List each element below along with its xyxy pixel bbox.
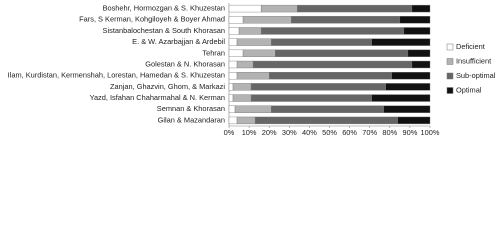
y-tick-label: Tehran <box>202 48 225 57</box>
bar-segment <box>228 49 244 57</box>
bar-segment <box>371 38 431 46</box>
bar-segment <box>228 60 238 69</box>
x-tick-label: 0% <box>224 128 235 137</box>
bar-segment <box>228 38 238 46</box>
bar-segment <box>269 72 393 80</box>
bar-segment <box>411 4 431 13</box>
y-tick-label: Yazd, Isfahan Chaharmahal & N. Kerman <box>90 93 225 102</box>
bar-segment <box>371 94 431 102</box>
bar-segment <box>228 4 262 13</box>
x-tick-label: 100% <box>421 128 440 137</box>
legend-swatch <box>446 43 454 51</box>
x-tick-label: 90% <box>403 128 418 137</box>
bar-segment <box>234 105 272 113</box>
legend-label: Deficient <box>456 42 485 51</box>
bar-segment <box>228 16 244 24</box>
bar-segment <box>297 4 413 13</box>
bar-segment <box>275 49 409 57</box>
x-tick-label: 70% <box>362 128 377 137</box>
bar-segment <box>228 27 240 35</box>
bar-segment <box>228 105 236 113</box>
y-tick-label: Boshehr, Hormozgan & S. Khuzestan <box>103 4 225 13</box>
x-tick-label: 60% <box>342 128 357 137</box>
bar-segment <box>260 4 298 13</box>
x-tick-label: 30% <box>282 128 297 137</box>
bar-segment <box>238 27 262 35</box>
bar-segment <box>254 116 399 125</box>
bar-segment <box>407 49 431 57</box>
x-tick-label: 20% <box>262 128 277 137</box>
legend-swatch <box>446 58 454 65</box>
y-tick-label: Golestan & N. Khorasan <box>145 59 225 68</box>
bar-segment <box>260 27 405 35</box>
legend-swatch <box>446 87 454 94</box>
bar-segment <box>236 72 270 80</box>
bar-segment <box>399 16 431 24</box>
x-tick-label: 10% <box>242 128 257 137</box>
x-tick-label: 50% <box>322 128 337 137</box>
bar-segment <box>411 60 431 69</box>
bar-segment <box>250 83 386 91</box>
y-tick-label: Sistanbalochestan & South Khorasan <box>103 26 225 35</box>
bar-segment <box>383 105 431 113</box>
legend-label: Optimal <box>456 85 482 94</box>
legend-swatch <box>446 72 454 80</box>
bar-segment <box>236 60 254 69</box>
bar-segment <box>232 83 252 91</box>
y-tick-label: Gilan & Mazandaran <box>158 115 225 124</box>
bar-segment <box>403 27 431 35</box>
bar-segment <box>271 105 384 113</box>
bar-segment <box>397 116 431 125</box>
bar-segment <box>242 49 276 57</box>
legend-label: Sub-optimal <box>456 71 496 80</box>
bar-segment <box>291 16 401 24</box>
bar-segment <box>232 94 252 102</box>
bar-segment <box>236 38 272 46</box>
bar-segment <box>228 83 234 91</box>
bar-segment <box>242 16 292 24</box>
y-tick-label: Zanjan, Ghazvin, Ghom, & Markazi <box>110 82 225 91</box>
y-tick-label: Fars, S Kerman, Kohgiloyeh & Boyer Ahmad <box>79 15 225 24</box>
x-tick-label: 80% <box>382 128 397 137</box>
bar-segment <box>228 72 238 80</box>
bar-segment <box>271 38 372 46</box>
bar-segment <box>228 116 238 125</box>
bar-segment <box>385 83 431 91</box>
y-tick-label: E. & W. Azarbajjan & Ardebil <box>132 37 225 46</box>
legend-label: Insufficient <box>456 56 491 65</box>
y-tick-label: Semnan & Khorasan <box>157 104 225 113</box>
bar-segment <box>391 72 431 80</box>
chart: 0% 10% 20% 30% 40% 50% 60% 70% 80% 90% 100% Boshehr… <box>8 3 496 137</box>
x-tick-label: 40% <box>302 128 317 137</box>
y-tick-label: Ilam, Kurdistan, Kermenshah, Lorestan, H… <box>8 71 225 80</box>
bar-segment <box>250 94 372 102</box>
bar-segment <box>236 116 256 125</box>
bar-segment <box>252 60 413 69</box>
bar-segment <box>228 94 234 102</box>
